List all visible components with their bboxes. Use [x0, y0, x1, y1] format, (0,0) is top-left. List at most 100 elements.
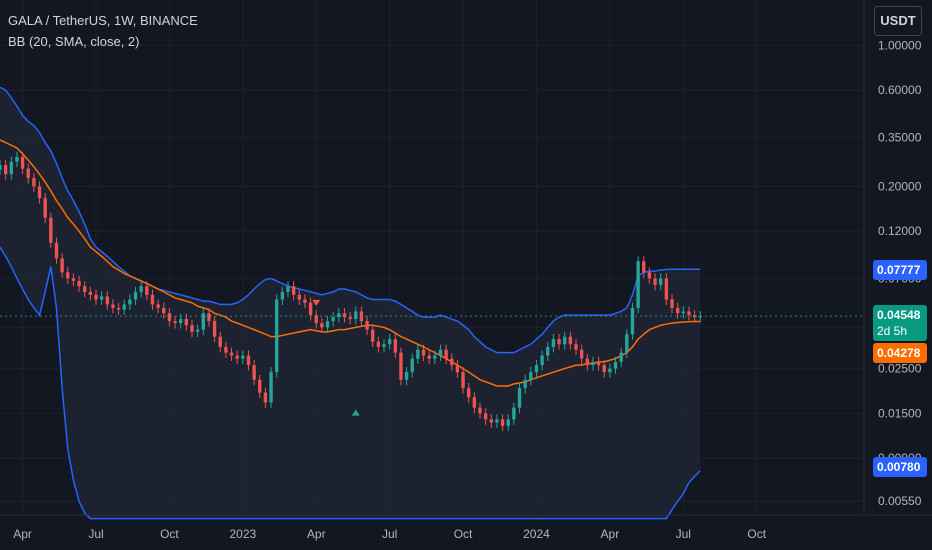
candle[interactable]	[529, 367, 533, 386]
indicator-title[interactable]: BB (20, SMA, close, 2)	[8, 34, 140, 49]
candle[interactable]	[303, 294, 307, 309]
candle[interactable]	[167, 308, 172, 327]
candle[interactable]	[371, 324, 375, 348]
candle[interactable]	[145, 281, 149, 301]
candle[interactable]	[512, 402, 516, 425]
candle[interactable]	[444, 344, 448, 365]
candle[interactable]	[382, 339, 386, 353]
candle[interactable]	[393, 334, 397, 359]
candle[interactable]	[20, 151, 25, 175]
candle[interactable]	[653, 273, 657, 291]
candle[interactable]	[421, 344, 426, 362]
candle[interactable]	[320, 318, 324, 333]
candle[interactable]	[642, 256, 646, 278]
candle[interactable]	[128, 294, 132, 310]
candle[interactable]	[681, 306, 685, 319]
candle[interactable]	[387, 334, 392, 350]
candle[interactable]	[32, 172, 36, 192]
candle[interactable]	[111, 299, 115, 314]
candle[interactable]	[483, 408, 488, 425]
candle[interactable]	[625, 329, 629, 359]
candle[interactable]	[399, 347, 403, 386]
candle[interactable]	[517, 383, 522, 414]
candle[interactable]	[235, 350, 239, 365]
candle[interactable]	[602, 360, 606, 378]
candle[interactable]	[546, 341, 550, 362]
candle[interactable]	[596, 356, 601, 371]
candle[interactable]	[500, 414, 505, 432]
candle[interactable]	[557, 334, 561, 350]
candle[interactable]	[461, 367, 465, 394]
candle[interactable]	[43, 193, 47, 224]
candle[interactable]	[540, 350, 544, 371]
candle[interactable]	[467, 383, 471, 403]
candle[interactable]	[224, 341, 228, 359]
candle[interactable]	[692, 310, 697, 323]
candle[interactable]	[83, 281, 87, 298]
candle[interactable]	[60, 253, 64, 278]
candle[interactable]	[433, 350, 437, 365]
candle[interactable]	[116, 302, 121, 316]
candle[interactable]	[416, 344, 420, 365]
candle[interactable]	[664, 273, 669, 305]
candle[interactable]	[173, 315, 177, 329]
candle[interactable]	[88, 286, 93, 301]
candle[interactable]	[258, 374, 262, 399]
candle[interactable]	[314, 310, 318, 329]
candle[interactable]	[325, 315, 330, 333]
candle[interactable]	[670, 294, 674, 314]
candle[interactable]	[472, 392, 477, 414]
candle[interactable]	[551, 334, 556, 353]
candle[interactable]	[404, 367, 409, 386]
candle[interactable]	[687, 306, 691, 321]
candle[interactable]	[495, 414, 499, 428]
candle[interactable]	[263, 387, 268, 408]
candle[interactable]	[286, 281, 290, 298]
candle[interactable]	[376, 336, 381, 353]
candle[interactable]	[49, 212, 53, 249]
candle[interactable]	[478, 402, 482, 419]
candle[interactable]	[579, 344, 584, 365]
candle[interactable]	[190, 320, 194, 338]
candle[interactable]	[675, 302, 680, 319]
candle[interactable]	[269, 367, 273, 408]
candle[interactable]	[342, 308, 347, 323]
candle[interactable]	[563, 331, 567, 350]
candle[interactable]	[489, 414, 493, 428]
candle[interactable]	[139, 281, 143, 298]
candle[interactable]	[608, 363, 612, 378]
candle[interactable]	[26, 163, 30, 184]
candle[interactable]	[105, 291, 109, 310]
candle[interactable]	[365, 315, 369, 336]
candle[interactable]	[450, 353, 454, 371]
candle[interactable]	[523, 374, 527, 394]
candle[interactable]	[348, 311, 352, 325]
candle[interactable]	[280, 286, 285, 305]
candle[interactable]	[94, 289, 98, 305]
candle[interactable]	[427, 350, 431, 365]
candle[interactable]	[9, 156, 13, 180]
candle[interactable]	[659, 273, 663, 291]
candle[interactable]	[156, 299, 160, 314]
candle[interactable]	[619, 347, 623, 368]
candle[interactable]	[99, 291, 104, 305]
candle[interactable]	[229, 347, 234, 362]
candle[interactable]	[0, 160, 2, 176]
candle[interactable]	[534, 360, 539, 378]
candle[interactable]	[184, 313, 189, 331]
candle[interactable]	[410, 353, 414, 378]
candle[interactable]	[308, 297, 313, 321]
symbol-title[interactable]: GALA / TetherUS, 1W, BINANCE	[8, 13, 198, 28]
candle[interactable]	[574, 339, 578, 356]
candle[interactable]	[354, 306, 358, 325]
currency-button[interactable]: USDT	[874, 6, 922, 36]
candle[interactable]	[15, 151, 19, 168]
candle[interactable]	[585, 353, 589, 371]
candle[interactable]	[438, 344, 443, 362]
candle[interactable]	[613, 356, 618, 375]
candle[interactable]	[647, 267, 652, 284]
candle[interactable]	[275, 294, 279, 378]
candle[interactable]	[207, 308, 211, 327]
candle[interactable]	[212, 315, 217, 343]
